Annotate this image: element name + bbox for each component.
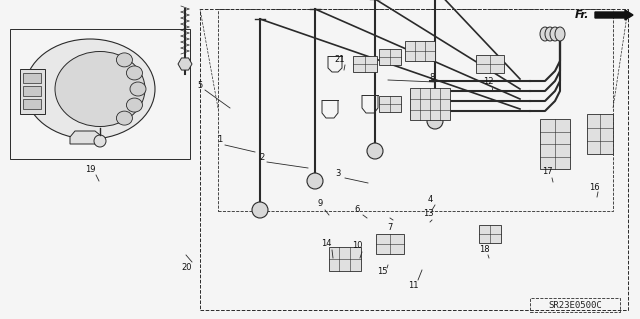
Polygon shape (70, 131, 105, 144)
Polygon shape (178, 58, 192, 70)
Circle shape (367, 143, 383, 159)
Bar (405, 41, 435, 61)
Text: 10: 10 (352, 241, 362, 250)
Text: 21: 21 (335, 56, 345, 64)
Bar (353, 56, 377, 72)
Text: 19: 19 (84, 166, 95, 174)
Bar (379, 96, 401, 112)
Bar (20, 69, 45, 114)
Ellipse shape (116, 111, 132, 125)
Text: SR23E0500C: SR23E0500C (548, 300, 602, 309)
Ellipse shape (55, 51, 145, 127)
Bar (23, 99, 41, 109)
Bar (10, 29, 190, 159)
Ellipse shape (116, 53, 132, 67)
Ellipse shape (127, 66, 143, 80)
Text: 8: 8 (429, 72, 435, 81)
Text: 11: 11 (408, 280, 419, 290)
Ellipse shape (555, 27, 565, 41)
Text: 4: 4 (428, 196, 433, 204)
Text: 7: 7 (387, 224, 393, 233)
Bar (23, 86, 41, 96)
Text: 13: 13 (422, 210, 433, 219)
Text: 16: 16 (589, 182, 599, 191)
Ellipse shape (540, 27, 550, 41)
Circle shape (94, 135, 106, 147)
Bar (329, 247, 361, 271)
Circle shape (307, 173, 323, 189)
Bar (376, 234, 404, 254)
Text: 2: 2 (259, 152, 264, 161)
Bar (23, 73, 41, 83)
Bar (530, 298, 620, 312)
Bar (476, 55, 504, 73)
Text: 12: 12 (483, 78, 493, 86)
Bar (410, 88, 450, 120)
Bar (479, 225, 501, 243)
Circle shape (427, 113, 443, 129)
Text: 5: 5 (197, 80, 203, 90)
Bar (379, 49, 401, 65)
FancyArrow shape (595, 10, 633, 20)
Ellipse shape (130, 82, 146, 96)
Ellipse shape (25, 39, 155, 139)
Circle shape (252, 202, 268, 218)
Ellipse shape (550, 27, 560, 41)
Ellipse shape (127, 98, 143, 112)
Text: 6: 6 (355, 205, 360, 214)
Text: 15: 15 (377, 268, 387, 277)
Text: 3: 3 (335, 168, 340, 177)
Text: 20: 20 (182, 263, 192, 272)
Bar (540, 119, 570, 169)
Text: 17: 17 (541, 167, 552, 176)
Text: 9: 9 (317, 199, 323, 209)
Bar (200, 9, 628, 310)
Text: 18: 18 (479, 244, 490, 254)
Bar (218, 9, 613, 211)
Bar (587, 114, 613, 154)
Text: 14: 14 (321, 240, 332, 249)
Text: Fr.: Fr. (575, 10, 589, 20)
Ellipse shape (545, 27, 555, 41)
Text: 1: 1 (218, 136, 223, 145)
